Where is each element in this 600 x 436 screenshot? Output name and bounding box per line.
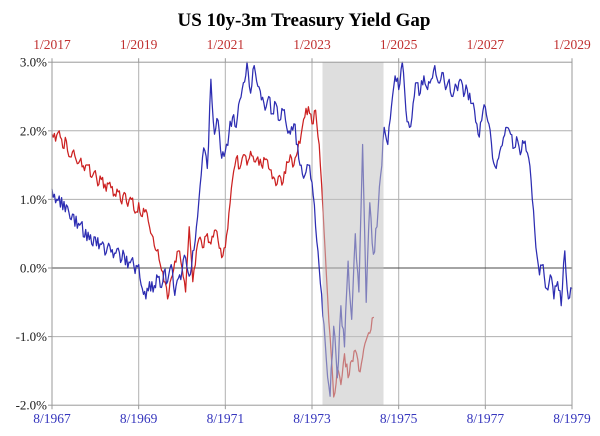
bottom-axis-label: 8/1975 <box>380 411 418 426</box>
y-axis-label: 1.0% <box>20 192 47 207</box>
plot-area: 1/2017 8/1967 1/2019 8/1969 1/2021 8/1971 1/20… <box>16 37 591 426</box>
y-axis-label: -2.0% <box>16 398 48 413</box>
bottom-axis-label: 8/1969 <box>120 411 158 426</box>
y-axis-label: -1.0% <box>16 329 48 344</box>
bottom-axis-label: 8/1967 <box>33 411 71 426</box>
chart-title: US 10y-3m Treasury Yield Gap <box>178 10 431 31</box>
bottom-axis-label: 8/1977 <box>467 411 505 426</box>
y-axis-label: 3.0% <box>20 55 47 70</box>
y-axis-label: 0.0% <box>20 261 47 276</box>
y-axis-label: 2.0% <box>20 123 47 138</box>
bottom-axis-label: 8/1979 <box>553 411 591 426</box>
bottom-axis-label: 8/1971 <box>207 411 245 426</box>
top-axis-label: 1/2021 <box>207 37 245 52</box>
top-axis-label: 1/2027 <box>467 37 505 52</box>
top-axis-label: 1/2017 <box>33 37 71 52</box>
top-axis-label: 1/2025 <box>380 37 418 52</box>
top-axis-label: 1/2023 <box>293 37 331 52</box>
bottom-axis-label: 8/1973 <box>293 411 331 426</box>
recession-shading-band <box>322 62 384 406</box>
top-axis-label: 1/2019 <box>120 37 158 52</box>
series-line-red-2017 <box>51 106 375 398</box>
top-axis-label: 1/2029 <box>553 37 591 52</box>
series-line-blue-1967 <box>51 61 573 397</box>
